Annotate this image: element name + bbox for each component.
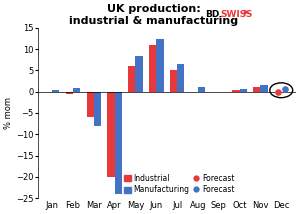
Point — [283, 87, 287, 91]
Bar — [136, 56, 143, 92]
Point — [275, 90, 280, 94]
Bar — [52, 90, 59, 92]
Bar — [240, 89, 247, 92]
Bar — [107, 92, 115, 177]
Bar — [128, 66, 136, 92]
Bar — [260, 85, 268, 92]
Bar — [198, 88, 205, 92]
Bar — [149, 45, 156, 92]
Legend: Industrial, Manufacturing, Forecast, Forecast: Industrial, Manufacturing, Forecast, For… — [124, 174, 235, 194]
Bar — [177, 64, 184, 92]
Title: UK production:
industrial & manufacturing: UK production: industrial & manufacturin… — [69, 4, 238, 26]
Bar — [66, 92, 73, 94]
Bar — [253, 87, 260, 92]
Bar — [170, 70, 177, 92]
Bar — [115, 92, 122, 194]
Text: ▶: ▶ — [244, 10, 249, 16]
Bar — [156, 39, 164, 92]
Text: BD: BD — [206, 10, 220, 19]
Y-axis label: % mom: % mom — [4, 97, 13, 129]
Text: SWISS: SWISS — [220, 10, 252, 19]
Bar — [73, 88, 80, 92]
Bar — [86, 92, 94, 117]
Bar — [232, 90, 240, 92]
Bar — [94, 92, 101, 126]
